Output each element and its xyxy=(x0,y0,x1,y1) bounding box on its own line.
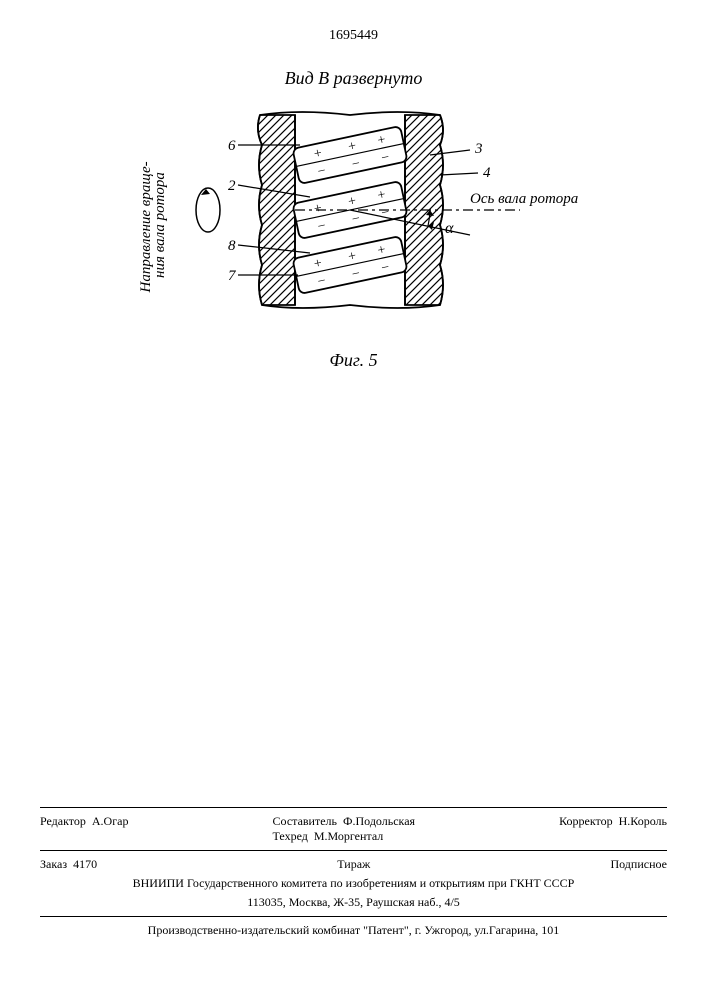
compiler-label: Составитель xyxy=(273,814,337,828)
production-line: Производственно-издательский комбинат "П… xyxy=(40,921,667,940)
order: Заказ 4170 xyxy=(40,857,97,872)
figure-area: Направление враще- ния вала ротора xyxy=(0,95,707,355)
svg-text:4: 4 xyxy=(483,165,491,181)
techred-label: Техред xyxy=(273,829,308,843)
divider xyxy=(40,850,667,851)
credits-row-2: Заказ 4170 Тираж Подписное xyxy=(40,855,667,874)
org-line2: 113035, Москва, Ж-35, Раушская наб., 4/5 xyxy=(40,893,667,912)
editor-name: А.Огар xyxy=(92,814,129,828)
compiler-name: Ф.Подольская xyxy=(343,814,415,828)
divider xyxy=(40,916,667,917)
corrector: Корректор Н.Король xyxy=(559,814,667,844)
svg-text:Направление враще- ния: Направление враще- ния вала ротора xyxy=(138,158,168,294)
svg-text:7: 7 xyxy=(228,268,237,284)
print-run: Тираж xyxy=(337,857,370,872)
credits-row-1: Редактор А.Огар Составитель Ф.Подольская… xyxy=(40,812,667,846)
divider xyxy=(40,807,667,808)
svg-text:8: 8 xyxy=(228,238,236,254)
editor-label: Редактор xyxy=(40,814,86,828)
svg-text:2: 2 xyxy=(228,178,236,194)
svg-text:6: 6 xyxy=(228,138,236,154)
patent-number: 1695449 xyxy=(0,28,707,44)
figure-caption: Фиг. 5 xyxy=(0,350,707,371)
techred-name: М.Моргентал xyxy=(314,829,383,843)
org-line1: ВНИИПИ Государственного комитета по изоб… xyxy=(40,874,667,893)
order-label: Заказ xyxy=(40,857,67,871)
subscription: Подписное xyxy=(610,857,667,872)
corrector-label: Корректор xyxy=(559,814,613,828)
editor: Редактор А.Огар xyxy=(40,814,128,844)
corrector-name: Н.Король xyxy=(619,814,667,828)
svg-text:Ось вала ротора: Ось вала ротора xyxy=(470,191,578,207)
view-title: Вид В развернуто xyxy=(0,68,707,89)
svg-text:α: α xyxy=(445,220,454,237)
compiler-techred: Составитель Ф.Подольская Техред М.Морген… xyxy=(273,814,416,844)
footer-block: Редактор А.Огар Составитель Ф.Подольская… xyxy=(40,803,667,940)
svg-text:3: 3 xyxy=(474,141,483,157)
order-number: 4170 xyxy=(73,857,97,871)
